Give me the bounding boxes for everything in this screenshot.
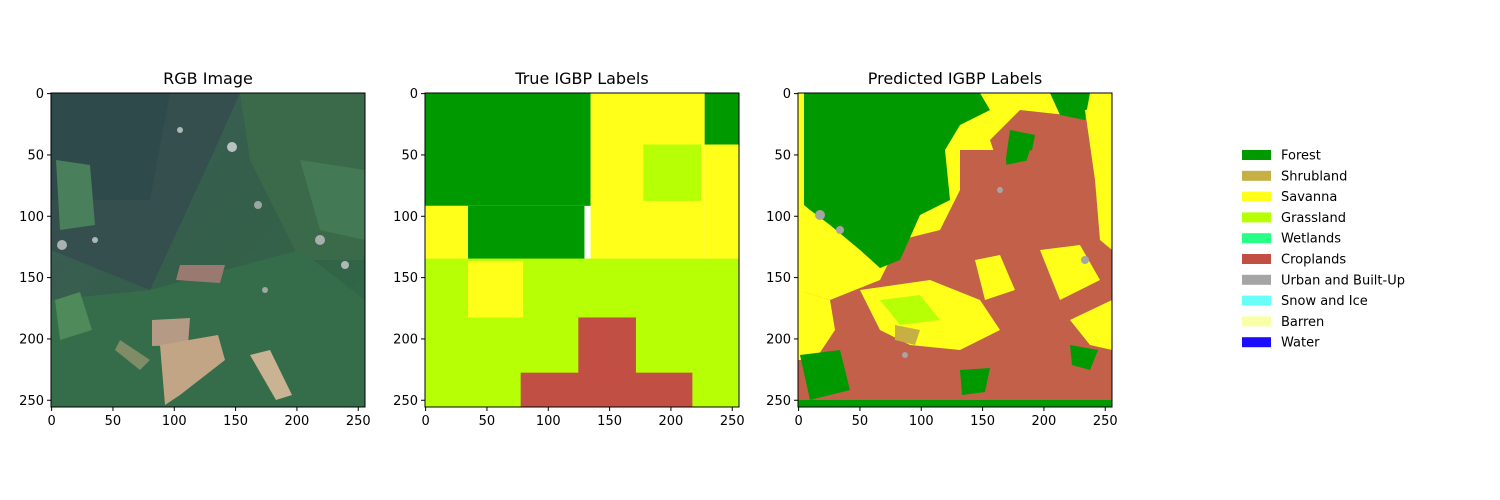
y-tick-label: 100 xyxy=(393,210,418,225)
x-tick-label: 50 xyxy=(852,414,869,429)
true-region-forest xyxy=(467,205,585,262)
legend-swatch xyxy=(1242,150,1271,160)
y-tick-label: 0 xyxy=(410,87,418,102)
x-tick-label: 250 xyxy=(720,414,745,429)
x-tick-label: 250 xyxy=(346,414,371,429)
y-tick-label: 150 xyxy=(393,271,418,286)
true-region-croplands xyxy=(520,372,693,407)
x-tick-label: 150 xyxy=(223,414,248,429)
legend-label: Forest xyxy=(1281,149,1321,164)
true-region-savanna xyxy=(425,205,468,262)
rgb-image xyxy=(51,93,365,407)
x-tick-label: 50 xyxy=(105,414,122,429)
panel-predicted-labels: Predicted IGBP Labels xyxy=(766,69,1117,429)
legend-label: Shrubland xyxy=(1281,169,1347,184)
y-tick-label: 100 xyxy=(766,210,791,225)
true-region-forest xyxy=(704,93,739,145)
x-tick-label: 0 xyxy=(794,414,802,429)
x-tick-label: 200 xyxy=(1032,414,1057,429)
legend-label: Snow and Ice xyxy=(1281,294,1368,309)
y-tick-label: 50 xyxy=(401,148,418,163)
y-tick-label: 0 xyxy=(783,87,791,102)
x-tick-label: 100 xyxy=(536,414,561,429)
legend: Forest Shrubland Savanna Grassland Wetlands C… xyxy=(1242,149,1405,351)
legend-label: Croplands xyxy=(1281,253,1346,268)
x-tick-label: 0 xyxy=(47,414,55,429)
legend-swatch xyxy=(1242,316,1271,327)
true-region-savanna xyxy=(704,144,739,259)
x-tick-label: 250 xyxy=(1093,414,1118,429)
y-tick-label: 0 xyxy=(36,87,44,102)
y-tick-label: 100 xyxy=(19,210,44,225)
legend-swatch xyxy=(1242,212,1271,223)
y-tick-label: 50 xyxy=(774,148,791,163)
legend-swatch xyxy=(1242,295,1271,306)
legend-label: Wetlands xyxy=(1281,232,1341,247)
true-region-forest xyxy=(425,93,591,206)
legend-swatch xyxy=(1242,337,1271,348)
legend-label: Barren xyxy=(1281,315,1324,330)
x-tick-label: 50 xyxy=(479,414,496,429)
y-tick-label: 150 xyxy=(19,271,44,286)
legend-label: Water xyxy=(1281,336,1320,351)
true-region-grassland xyxy=(643,144,701,201)
legend-swatch xyxy=(1242,233,1271,244)
x-tick-label: 0 xyxy=(421,414,429,429)
y-tick-label: 150 xyxy=(766,271,791,286)
true-region-savanna xyxy=(467,261,524,318)
x-tick-label: 100 xyxy=(162,414,187,429)
panel-true-labels: True IGBP Labels 0 50 100 150 200 25005010015… xyxy=(393,69,744,429)
x-tick-label: 150 xyxy=(597,414,622,429)
panel-title-pred: Predicted IGBP Labels xyxy=(868,69,1043,88)
y-tick-label: 50 xyxy=(27,148,44,163)
legend-swatch xyxy=(1242,254,1271,264)
panel-title-true: True IGBP Labels xyxy=(514,69,648,88)
x-tick-label: 100 xyxy=(909,414,934,429)
y-tick-label: 200 xyxy=(766,332,791,347)
y-tick-label: 200 xyxy=(19,332,44,347)
y-tick-label: 250 xyxy=(766,394,791,409)
legend-label: Savanna xyxy=(1281,190,1337,205)
y-tick-label: 250 xyxy=(393,394,418,409)
panel-title-rgb: RGB Image xyxy=(163,69,253,88)
true-label-map xyxy=(425,93,739,407)
y-tick-label: 200 xyxy=(393,332,418,347)
x-tick-label: 150 xyxy=(970,414,995,429)
legend-swatch xyxy=(1242,191,1271,202)
x-tick-label: 200 xyxy=(285,414,310,429)
x-tick-label: 200 xyxy=(659,414,684,429)
legend-swatch xyxy=(1242,274,1271,285)
legend-label: Urban and Built-Up xyxy=(1281,273,1405,288)
legend-label: Grassland xyxy=(1281,211,1346,226)
legend-swatch xyxy=(1242,170,1271,181)
y-tick-label: 250 xyxy=(19,394,44,409)
predicted-label-map xyxy=(798,93,1112,407)
